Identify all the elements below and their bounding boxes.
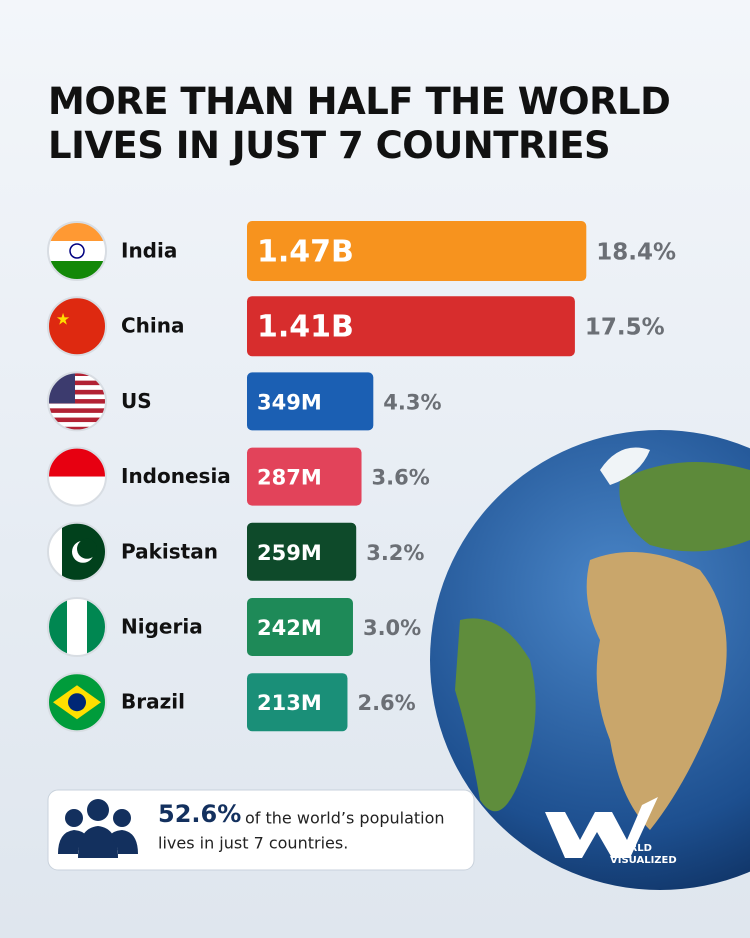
- flag-part: [48, 385, 106, 390]
- flag-ring: [47, 521, 107, 582]
- share-label: 18.4%: [596, 240, 676, 266]
- flag-part: [48, 522, 62, 581]
- bar: [247, 221, 587, 281]
- flag: [47, 672, 107, 733]
- flag-body: [48, 673, 106, 732]
- people-icon: [58, 799, 138, 858]
- flag-ring: [47, 672, 107, 733]
- flag-part: ★: [56, 310, 70, 329]
- share-label: 2.6%: [357, 691, 415, 715]
- flag-part: [48, 447, 106, 477]
- flag-part: [48, 422, 106, 427]
- flag-part: [48, 399, 106, 404]
- bar: [247, 372, 374, 431]
- chart-title: MORE THAN HALF THE WORLD LIVES IN JUST 7…: [48, 80, 671, 167]
- bar: [247, 673, 348, 732]
- flag-part: [77, 538, 97, 559]
- flag-ring: [47, 597, 107, 657]
- value-label: 1.47B: [257, 235, 354, 270]
- value-label: 259M: [257, 541, 322, 565]
- category-label: Pakistan: [121, 539, 218, 563]
- category-label: US: [121, 389, 152, 413]
- flag-part: [48, 417, 106, 423]
- flag-ring: [47, 446, 107, 507]
- bar: [247, 522, 357, 581]
- flag: [47, 221, 107, 281]
- share-label: 3.0%: [363, 616, 421, 640]
- flag-part: [48, 241, 106, 261]
- flag-part: [48, 372, 106, 377]
- category-label: Brazil: [121, 690, 185, 714]
- bar: [247, 447, 362, 506]
- flag-part: [48, 412, 106, 418]
- category-label: India: [121, 239, 177, 263]
- bar: [247, 598, 353, 656]
- value-label: 242M: [257, 616, 322, 640]
- flag-body: ★: [48, 297, 106, 356]
- share-label: 4.3%: [383, 390, 441, 414]
- value-label: 287M: [257, 466, 322, 490]
- flag-part: [48, 476, 106, 506]
- share-label: 3.6%: [372, 466, 430, 490]
- value-label: 213M: [257, 691, 322, 715]
- logo-text: WORLD: [610, 843, 652, 854]
- flag: [47, 446, 107, 507]
- flag-part: [48, 376, 106, 381]
- flag-part: [68, 693, 86, 712]
- flag-ring: [47, 221, 107, 281]
- share-label: 3.2%: [366, 541, 424, 565]
- value-label: 349M: [257, 390, 322, 414]
- category-label: Indonesia: [121, 464, 231, 488]
- flag: ★: [47, 296, 107, 357]
- value-label: 1.41B: [257, 310, 354, 345]
- callout-text: of the world’s population: [245, 809, 445, 828]
- flag-part: [48, 380, 106, 386]
- callout-text: lives in just 7 countries.: [158, 834, 348, 853]
- share-label: 17.5%: [585, 315, 665, 341]
- globe: [430, 430, 750, 890]
- flag-part: [48, 403, 106, 409]
- flag: [47, 597, 107, 657]
- logo: WORLD VISUALIZED: [545, 797, 677, 866]
- flag-part: [48, 408, 106, 413]
- flag-part: [69, 243, 85, 259]
- flag-ring: [47, 296, 107, 357]
- category-label: China: [121, 314, 185, 338]
- flag: [47, 371, 107, 432]
- callout-highlight: 52.6%: [158, 800, 241, 828]
- flag-part: [48, 426, 106, 431]
- flag-part: [48, 297, 106, 356]
- bar: [247, 296, 575, 357]
- flag-body: [48, 372, 106, 431]
- flag-ring: [47, 371, 107, 432]
- flag: [47, 521, 107, 582]
- flag-part: [48, 389, 106, 395]
- logo-text: VISUALIZED: [610, 855, 677, 866]
- callout-box: 52.6% of the world’s population lives in…: [47, 789, 475, 871]
- flag-part: [48, 394, 106, 400]
- category-label: Nigeria: [121, 615, 203, 639]
